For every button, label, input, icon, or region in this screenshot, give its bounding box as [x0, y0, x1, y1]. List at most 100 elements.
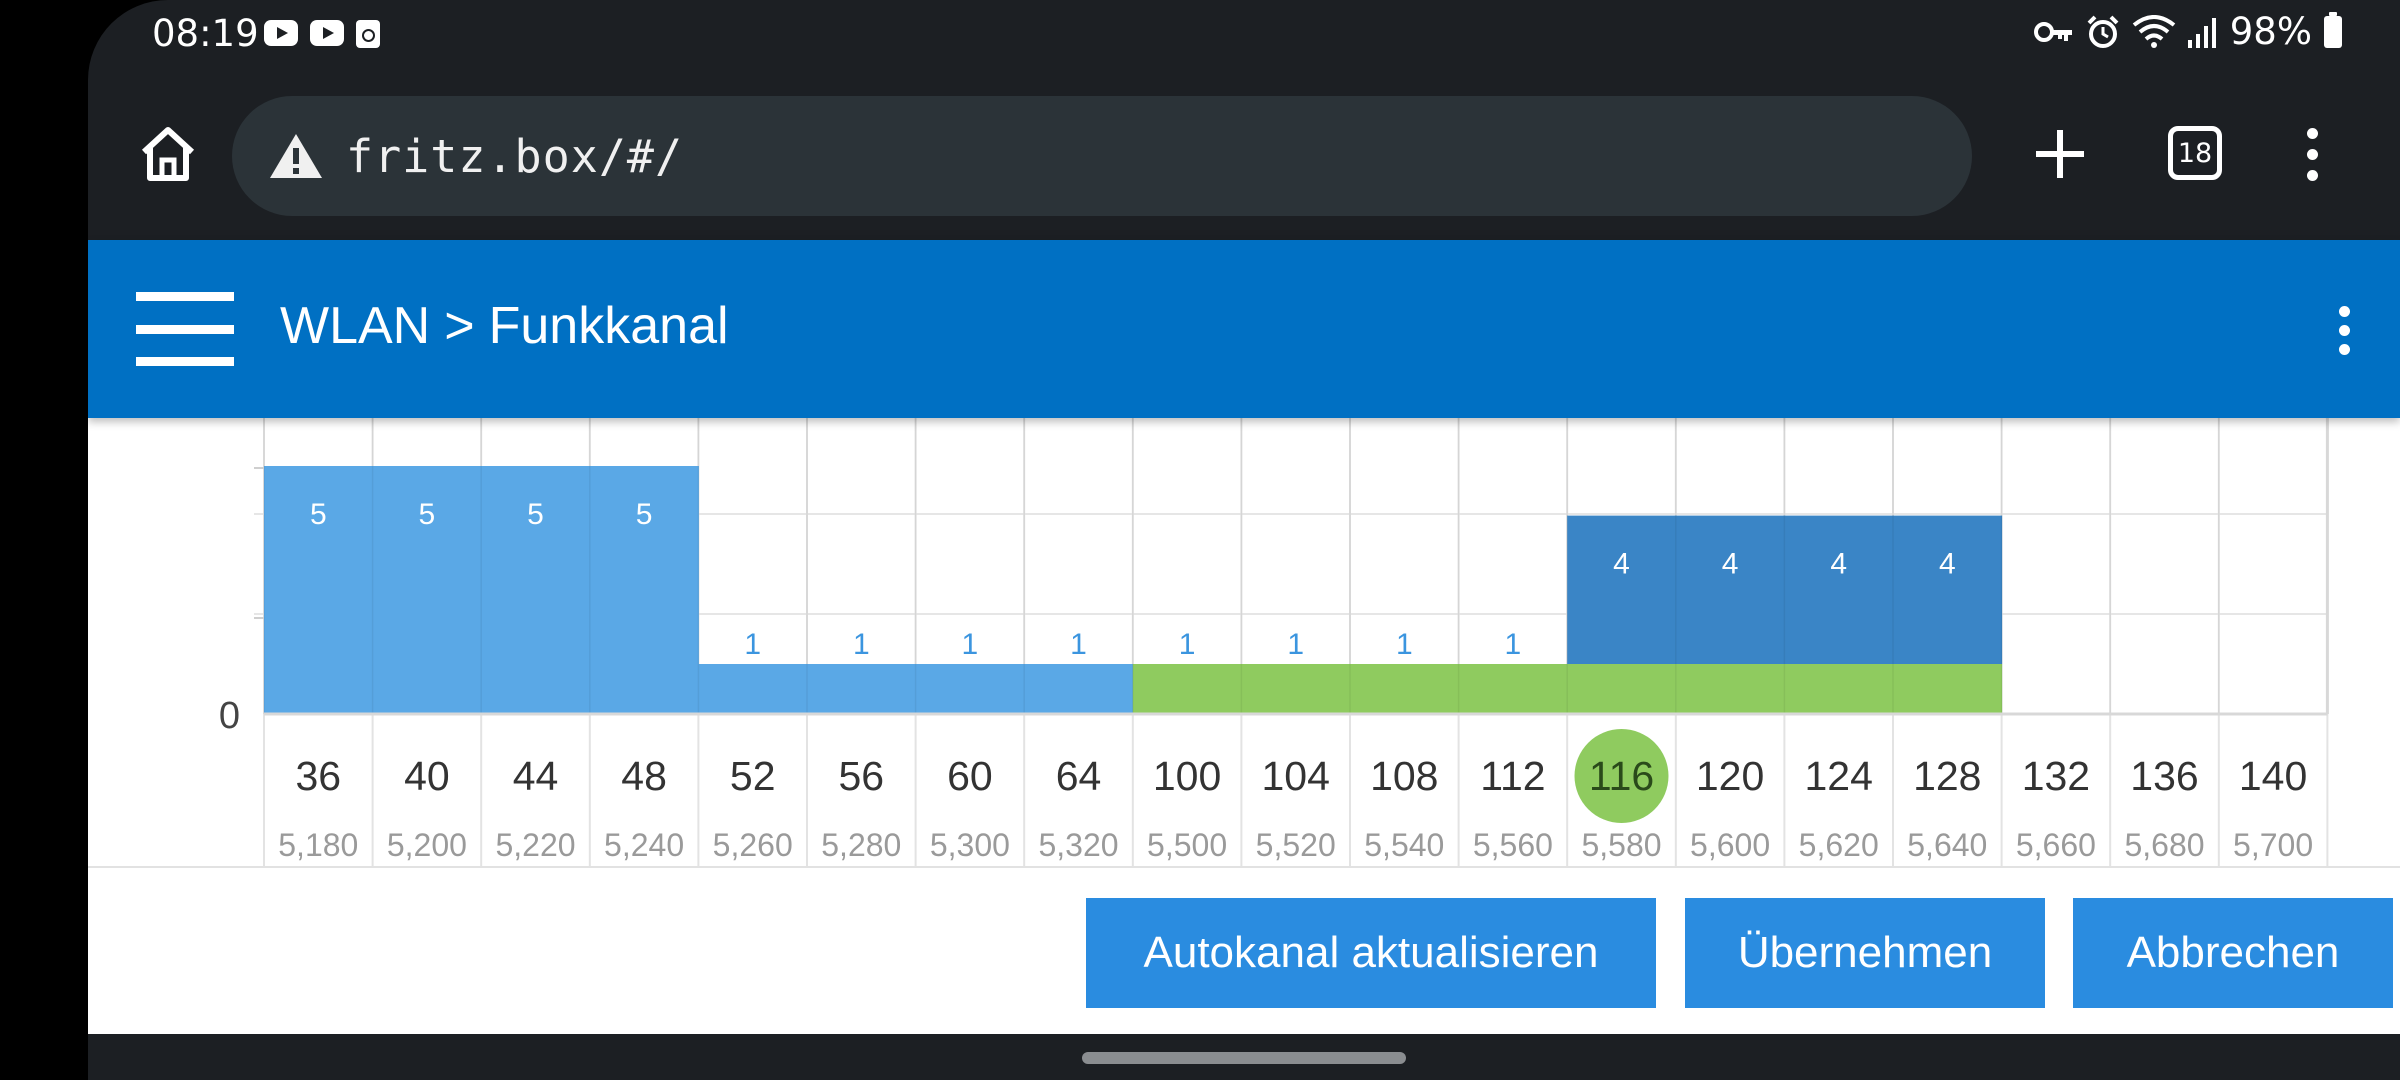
dot-icon — [2306, 127, 2318, 139]
channel-band-bar — [807, 664, 917, 714]
frequency-label: 5,540 — [1364, 827, 1444, 863]
plus-icon — [2036, 130, 2084, 178]
channel-usage-bar — [372, 466, 482, 666]
channel-label[interactable]: 56 — [838, 753, 884, 799]
channel-label[interactable]: 140 — [2239, 753, 2307, 799]
channel-band-bar — [1132, 664, 1242, 714]
channel-label[interactable]: 120 — [1696, 753, 1764, 799]
alarm-icon — [2087, 15, 2119, 48]
gesture-handle[interactable] — [1082, 1052, 1406, 1064]
status-time: 08:19 — [152, 12, 259, 55]
vpn-key-icon — [2033, 21, 2072, 42]
channel-usage-bar — [264, 466, 374, 666]
tab-switcher-button[interactable]: 18 — [2168, 126, 2222, 180]
home-button[interactable] — [130, 116, 206, 192]
youtube-icon — [264, 20, 298, 46]
frequency-label: 5,200 — [387, 827, 467, 863]
frequency-label: 5,600 — [1690, 827, 1770, 863]
channel-label[interactable]: 52 — [730, 753, 776, 799]
channel-usage-bar — [1675, 515, 1785, 664]
channel-band-bar — [1784, 664, 1894, 714]
channel-label[interactable]: 40 — [404, 753, 450, 799]
browser-menu-button[interactable] — [2292, 116, 2332, 192]
channel-usage-bar — [1784, 515, 1894, 664]
bar-value-label: 5 — [310, 498, 327, 531]
channel-label[interactable]: 100 — [1153, 753, 1221, 799]
channel-label[interactable]: 128 — [1913, 753, 1981, 799]
channel-band-bar — [1675, 664, 1785, 714]
new-tab-button[interactable] — [2022, 116, 2098, 192]
bar-value-label: 1 — [853, 628, 870, 661]
dot-icon — [2306, 148, 2318, 160]
action-buttons: Autokanal aktualisieren Übernehmen Abbre… — [88, 898, 2400, 1008]
frequency-label: 5,680 — [2124, 827, 2204, 863]
frequency-label: 5,620 — [1799, 827, 1879, 863]
channel-label[interactable]: 44 — [513, 753, 559, 799]
device-frame: 08:19 — [88, 0, 2400, 1080]
system-icons: 98% — [2033, 10, 2342, 53]
update-autochannel-button[interactable]: Autokanal aktualisieren — [1086, 898, 1656, 1008]
notification-icons — [264, 20, 380, 48]
channel-usage-bar — [481, 466, 591, 666]
channel-label[interactable]: 48 — [621, 753, 667, 799]
frequency-label: 5,580 — [1581, 827, 1661, 863]
channel-band-bar — [1567, 664, 1677, 714]
channel-label[interactable]: 112 — [1480, 753, 1545, 799]
channel-band-bar — [915, 664, 1025, 714]
notes-icon — [356, 20, 380, 48]
navigation-bar — [88, 1034, 2400, 1080]
url-text[interactable]: fritz.box/#/ — [346, 129, 684, 183]
bar-value-label: 1 — [962, 628, 979, 661]
signal-icon — [2187, 17, 2216, 48]
cancel-button[interactable]: Abbrechen — [2073, 898, 2393, 1008]
dot-icon — [2338, 305, 2350, 317]
breadcrumb-parent[interactable]: WLAN — [280, 297, 431, 355]
breadcrumb-current: Funkkanal — [488, 297, 729, 355]
channel-band-bar — [264, 664, 374, 714]
bar-value-label: 1 — [1179, 628, 1196, 661]
channel-label[interactable]: 124 — [1804, 753, 1872, 799]
channel-label[interactable]: 36 — [295, 753, 341, 799]
app-header: WLAN > Funkkanal — [88, 240, 2400, 418]
menu-line — [136, 357, 234, 366]
channel-label[interactable]: 132 — [2022, 753, 2090, 799]
bar-value-label: 1 — [1287, 628, 1304, 661]
warning-icon[interactable] — [268, 132, 324, 180]
bar-value-label: 4 — [1613, 548, 1630, 581]
hamburger-menu-button[interactable] — [136, 292, 234, 366]
breadcrumb: WLAN > Funkkanal — [280, 296, 729, 356]
status-bar: 08:19 — [88, 0, 2400, 70]
channel-band-bar — [1458, 664, 1568, 714]
frequency-label: 5,280 — [821, 827, 901, 863]
battery-icon — [2324, 11, 2342, 48]
bar-value-label: 4 — [1830, 548, 1847, 581]
bar-value-label: 1 — [1505, 628, 1522, 661]
channel-label[interactable]: 104 — [1261, 753, 1329, 799]
channel-label[interactable]: 108 — [1370, 753, 1438, 799]
wifi-icon — [2132, 14, 2175, 48]
channel-label[interactable]: 60 — [947, 753, 993, 799]
apply-button[interactable]: Übernehmen — [1685, 898, 2045, 1008]
url-bar[interactable]: fritz.box/#/ — [232, 96, 1972, 216]
channel-band-bar — [1241, 664, 1351, 714]
channel-band-bar — [698, 664, 808, 714]
channel-label[interactable]: 136 — [2130, 753, 2198, 799]
channel-usage-bar — [589, 466, 699, 666]
channel-label[interactable]: 64 — [1056, 753, 1102, 799]
bar-value-label: 1 — [1070, 628, 1087, 661]
frequency-label: 5,640 — [1907, 827, 1987, 863]
frequency-label: 5,180 — [278, 827, 358, 863]
frequency-label: 5,500 — [1147, 827, 1227, 863]
app-overflow-menu-button[interactable] — [2324, 298, 2364, 362]
bar-value-label: 4 — [1722, 548, 1739, 581]
channel-band-bar — [481, 664, 591, 714]
breadcrumb-separator: > — [444, 297, 475, 355]
frequency-label: 5,240 — [604, 827, 684, 863]
bar-value-label: 1 — [744, 628, 761, 661]
selected-channel-marker[interactable] — [1574, 729, 1669, 823]
bar-value-label: 5 — [419, 498, 436, 531]
channel-label[interactable]: 116 — [1589, 753, 1654, 799]
bar-value-label: 5 — [527, 498, 544, 531]
browser-toolbar: fritz.box/#/ 18 — [88, 70, 2400, 240]
battery-percentage: 98% — [2229, 10, 2312, 53]
